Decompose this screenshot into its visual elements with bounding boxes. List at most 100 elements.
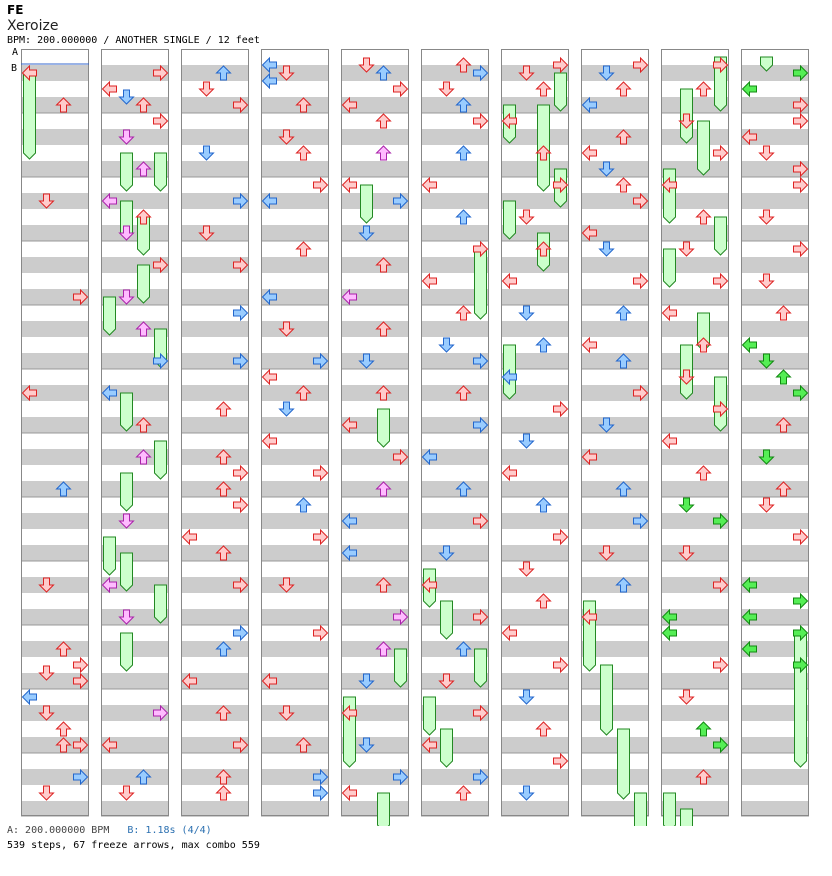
step-arrow-up [135,769,152,785]
beat-stripe [581,225,649,241]
beat-stripe [261,193,329,209]
freeze-arrow [154,152,167,192]
step-arrow-left [421,736,437,754]
beat-stripe [501,65,569,81]
footer-bpm-line: A: 200.000000 BPM B: 1.18s (4/4) [7,825,212,836]
step-arrow-up [215,65,232,81]
beat-stripe [581,129,649,145]
freeze-arrow [377,408,390,448]
beat-stripe [741,769,809,785]
step-arrow-down [118,785,135,801]
step-arrow-up [135,161,152,177]
step-arrow-left [181,528,197,546]
column-border [581,49,649,816]
beat-stripe [261,289,329,305]
beat-stripe [741,417,809,433]
step-arrow-right [793,624,809,642]
step-arrow-up [455,209,472,225]
beat-stripe [101,321,169,337]
step-arrow-down [38,705,55,721]
freeze-arrow [680,808,693,826]
step-arrow-right [393,768,409,786]
beat-stripe [741,641,809,657]
step-arrow-up [375,641,392,657]
step-arrow-up [615,81,632,97]
step-arrow-right [233,352,249,370]
step-arrow-right [473,704,489,722]
step-arrow-right [153,256,169,274]
beat-stripe [421,353,489,369]
beat-stripe [741,545,809,561]
beat-stripe [101,513,169,529]
step-arrow-down [118,609,135,625]
column-border [341,49,409,816]
step-arrow-down [518,561,535,577]
step-arrow-up [295,737,312,753]
beat-stripe [181,545,249,561]
step-arrow-up [775,481,792,497]
freeze-arrow [714,56,727,112]
step-arrow-down [118,129,135,145]
step-arrow-right [713,736,729,754]
step-arrow-right [73,768,89,786]
step-arrow-right [313,624,329,642]
step-arrow-up [215,705,232,721]
beat-stripe [21,289,89,305]
step-arrow-right [73,672,89,690]
step-arrow-left [421,176,437,194]
step-arrow-up [135,97,152,113]
beat-stripe [661,193,729,209]
beat-stripe [261,673,329,689]
beat-stripe [661,769,729,785]
step-arrow-left [661,432,677,450]
step-arrow-right [553,528,569,546]
step-arrow-up [615,353,632,369]
step-arrow-left [501,272,517,290]
step-arrow-up [455,97,472,113]
beat-stripe [661,801,729,817]
beat-stripe [101,737,169,753]
step-arrow-down [598,65,615,81]
beat-stripe [21,225,89,241]
freeze-arrow [23,72,36,160]
beat-stripe [501,641,569,657]
step-arrow-up [455,641,472,657]
step-arrow-right [713,656,729,674]
beat-stripe [581,737,649,753]
beat-stripe [741,225,809,241]
step-arrow-down [518,305,535,321]
step-arrow-down [118,513,135,529]
beat-stripe [181,769,249,785]
beat-stripe [741,673,809,689]
step-arrow-up [375,257,392,273]
beat-stripe [181,193,249,209]
step-arrow-right [633,192,649,210]
beat-stripe [421,193,489,209]
step-arrow-down [598,161,615,177]
beat-stripe [661,513,729,529]
beat-stripe [101,449,169,465]
step-arrow-up [535,241,552,257]
step-arrow-right [153,112,169,130]
step-arrow-left [421,576,437,594]
song-title: Xeroize [7,18,59,34]
beat-stripe [181,705,249,721]
step-arrow-up [375,113,392,129]
beat-stripe [661,321,729,337]
step-arrow-left [741,576,757,594]
beat-stripe [21,97,89,113]
step-arrow-down [678,545,695,561]
chart-column-1 [21,49,89,817]
beat-stripe [501,513,569,529]
beat-stripe [261,577,329,593]
beat-stripe [741,609,809,625]
step-arrow-up [375,321,392,337]
beat-stripe [661,129,729,145]
beat-stripe [261,225,329,241]
step-arrow-right [473,608,489,626]
beat-stripe [421,321,489,337]
beat-stripe [581,705,649,721]
step-arrow-right [793,160,809,178]
step-arrow-right [233,576,249,594]
step-arrow-right [553,56,569,74]
